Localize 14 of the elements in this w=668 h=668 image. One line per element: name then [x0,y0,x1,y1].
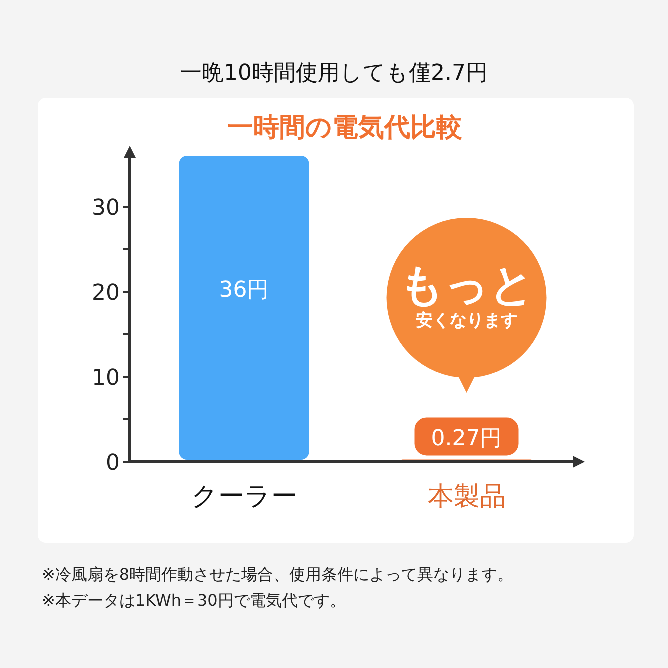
y-tick-label: 0 [106,451,120,476]
y-tick-label: 30 [92,196,120,221]
text: ※冷風扇を8時間作動させた場合、使用条件によって異なります。 [42,565,514,584]
x-tick-label: 本製品 [428,482,506,512]
text: ※本データは1KWh＝30円で電気代です。 [42,591,346,610]
chart-title: 一晩10時間使用しても僅2.7円 [180,61,488,86]
data-label: 36円 [219,278,270,303]
annotation: もっと [399,260,534,311]
annotation: 安くなります [416,311,518,331]
x-tick-label: クーラー [191,482,298,512]
data-label: 0.27円 [431,426,502,452]
y-tick-label: 10 [92,366,120,391]
y-tick-label: 20 [92,281,120,306]
chart-subtitle: 一時間の電気代比較 [228,113,464,143]
